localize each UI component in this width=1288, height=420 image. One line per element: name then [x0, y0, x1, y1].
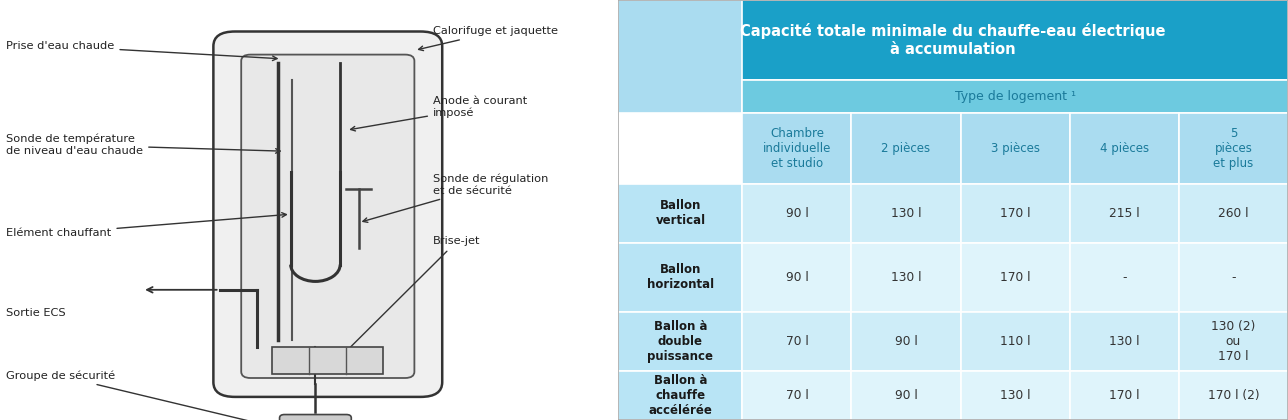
Text: Type de logement ¹: Type de logement ¹	[954, 90, 1075, 102]
Bar	[742, 80, 1288, 113]
Text: 260 l: 260 l	[1218, 207, 1248, 220]
Text: 90 l: 90 l	[786, 207, 809, 220]
Text: 170 l: 170 l	[999, 207, 1030, 220]
Text: 5
pièces
et plus: 5 pièces et plus	[1213, 127, 1253, 170]
Bar	[742, 371, 851, 420]
Bar	[961, 312, 1070, 371]
Text: 130 l: 130 l	[999, 389, 1030, 402]
Text: 90 l: 90 l	[895, 335, 917, 348]
Bar	[851, 312, 961, 371]
Bar	[618, 243, 742, 312]
Bar	[851, 184, 961, 243]
Text: 3 pièces: 3 pièces	[990, 142, 1039, 155]
Text: Ballon
vertical: Ballon vertical	[656, 200, 706, 227]
Text: Sonde de température
de niveau d'eau chaude: Sonde de température de niveau d'eau cha…	[6, 134, 281, 156]
Text: 130 l: 130 l	[891, 207, 921, 220]
Bar	[742, 184, 851, 243]
Text: Capacité totale minimale du chauffe-eau électrique
à accumulation: Capacité totale minimale du chauffe-eau …	[741, 23, 1166, 57]
Text: 4 pièces: 4 pièces	[1100, 142, 1149, 155]
Bar	[272, 346, 384, 374]
Bar	[618, 371, 742, 420]
Bar	[961, 371, 1070, 420]
Text: Prise d'eau chaude: Prise d'eau chaude	[6, 41, 277, 60]
Text: -: -	[1122, 271, 1127, 284]
Bar	[742, 113, 851, 184]
Text: Elément chauffant: Elément chauffant	[6, 213, 286, 238]
Bar	[1070, 113, 1179, 184]
Text: Ballon
horizontal: Ballon horizontal	[647, 263, 714, 291]
Text: 215 l: 215 l	[1109, 207, 1140, 220]
Text: 2 pièces: 2 pièces	[881, 142, 931, 155]
FancyBboxPatch shape	[214, 32, 442, 397]
Bar	[961, 113, 1070, 184]
Text: 130 (2)
ou
170 l: 130 (2) ou 170 l	[1211, 320, 1256, 363]
Text: 130 l: 130 l	[891, 271, 921, 284]
Bar	[1070, 371, 1179, 420]
FancyBboxPatch shape	[279, 415, 352, 420]
Bar	[742, 312, 851, 371]
Bar	[1179, 312, 1288, 371]
Bar	[851, 113, 961, 184]
Bar	[618, 312, 742, 371]
Bar	[1179, 184, 1288, 243]
Bar	[1070, 184, 1179, 243]
Bar	[961, 243, 1070, 312]
Text: Sonde de régulation
et de sécurité: Sonde de régulation et de sécurité	[363, 174, 549, 222]
Text: Anode à courant
imposé: Anode à courant imposé	[350, 96, 527, 131]
Bar	[851, 243, 961, 312]
Text: Chambre
individuelle
et studio: Chambre individuelle et studio	[762, 127, 831, 170]
Text: 130 l: 130 l	[1109, 335, 1140, 348]
Bar	[1070, 243, 1179, 312]
Text: Sortie ECS: Sortie ECS	[6, 308, 66, 318]
Text: 70 l: 70 l	[786, 335, 809, 348]
Text: Ballon à
chauffe
accélérée: Ballon à chauffe accélérée	[648, 374, 712, 417]
FancyBboxPatch shape	[241, 55, 415, 378]
Text: Groupe de sécurité: Groupe de sécurité	[6, 370, 281, 420]
Bar	[618, 0, 1288, 80]
Bar	[851, 371, 961, 420]
Text: 70 l: 70 l	[786, 389, 809, 402]
Bar	[1179, 371, 1288, 420]
Text: 90 l: 90 l	[786, 271, 809, 284]
Bar	[961, 184, 1070, 243]
Bar	[618, 0, 742, 113]
Bar	[742, 243, 851, 312]
Text: Calorifuge et jaquette: Calorifuge et jaquette	[419, 26, 558, 50]
Text: 110 l: 110 l	[999, 335, 1030, 348]
Text: 90 l: 90 l	[895, 389, 917, 402]
Text: 170 l: 170 l	[999, 271, 1030, 284]
Text: Brise-jet: Brise-jet	[331, 236, 480, 367]
Text: -: -	[1231, 271, 1235, 284]
Bar	[1070, 312, 1179, 371]
Bar	[1179, 243, 1288, 312]
Text: Ballon à
double
puissance: Ballon à double puissance	[648, 320, 714, 363]
Bar	[1179, 113, 1288, 184]
Bar	[618, 184, 742, 243]
Text: 170 l (2): 170 l (2)	[1208, 389, 1260, 402]
Text: 170 l: 170 l	[1109, 389, 1140, 402]
